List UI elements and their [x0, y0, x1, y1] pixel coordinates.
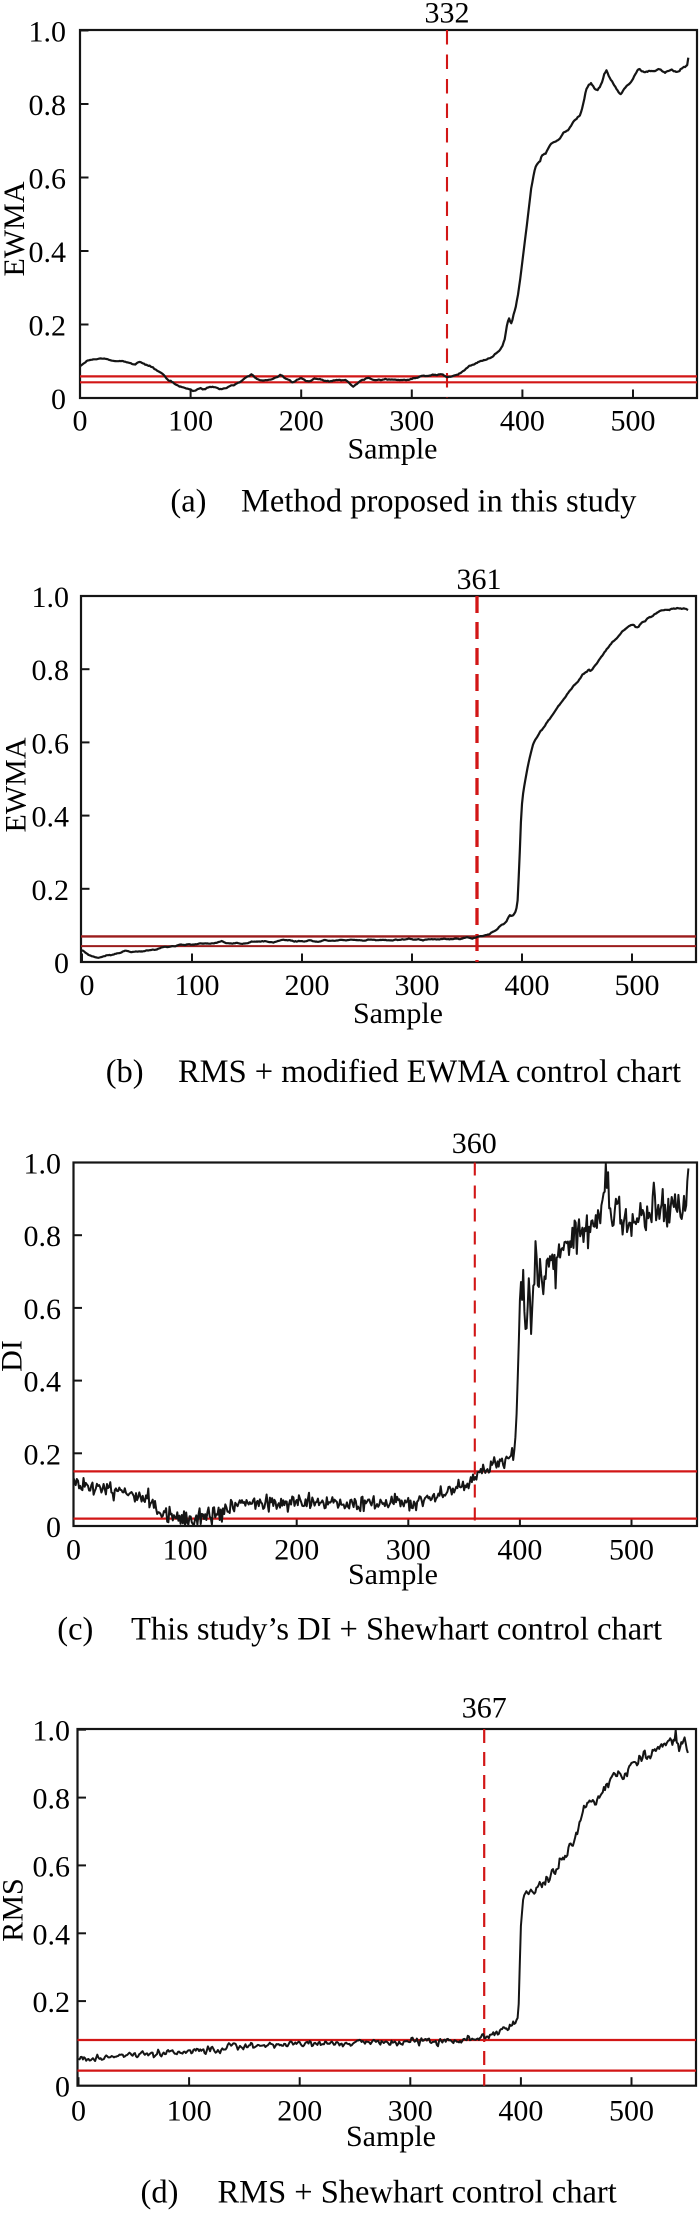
svg-text:500: 500	[609, 2095, 654, 2128]
svg-text:332: 332	[425, 0, 470, 30]
svg-text:367: 367	[462, 1692, 507, 1725]
svg-text:RMS + modified EWMA control ch: RMS + modified EWMA control chart	[178, 1054, 681, 1090]
svg-text:0.8: 0.8	[24, 1220, 62, 1253]
svg-text:400: 400	[505, 969, 550, 1002]
svg-text:300: 300	[389, 405, 434, 438]
svg-text:100: 100	[163, 1534, 208, 1567]
svg-text:200: 200	[279, 405, 324, 438]
svg-text:Sample: Sample	[353, 997, 443, 1030]
svg-text:0: 0	[51, 383, 66, 416]
svg-text:0.4: 0.4	[32, 801, 70, 834]
svg-text:0: 0	[46, 1511, 61, 1544]
svg-text:EWMA: EWMA	[0, 181, 31, 276]
svg-text:0.2: 0.2	[29, 310, 67, 343]
svg-text:200: 200	[277, 2095, 322, 2128]
svg-text:361: 361	[457, 563, 502, 596]
svg-text:Sample: Sample	[346, 2120, 436, 2153]
svg-text:300: 300	[388, 2095, 433, 2128]
svg-text:DI: DI	[0, 1340, 29, 1372]
svg-text:0.2: 0.2	[24, 1438, 62, 1471]
svg-text:EWMA: EWMA	[0, 737, 33, 832]
svg-text:RMS + Shewhart control chart: RMS + Shewhart control chart	[218, 2175, 617, 2211]
svg-text:1.0: 1.0	[29, 16, 67, 49]
svg-text:(b): (b)	[106, 1054, 144, 1090]
svg-text:1.0: 1.0	[32, 581, 70, 614]
svg-text:500: 500	[615, 969, 660, 1002]
svg-text:400: 400	[498, 2095, 543, 2128]
svg-text:500: 500	[611, 405, 656, 438]
svg-text:100: 100	[168, 405, 213, 438]
svg-text:1.0: 1.0	[33, 1715, 71, 1748]
svg-text:(a): (a)	[170, 484, 206, 520]
svg-text:200: 200	[274, 1534, 319, 1567]
svg-text:Method proposed in this study: Method proposed in this study	[241, 484, 637, 520]
svg-text:360: 360	[452, 1127, 497, 1160]
svg-text:400: 400	[497, 1534, 542, 1567]
svg-text:0.6: 0.6	[32, 727, 70, 760]
svg-text:300: 300	[395, 969, 440, 1002]
svg-text:300: 300	[386, 1534, 431, 1567]
svg-text:0.2: 0.2	[33, 1986, 71, 2019]
svg-text:0.4: 0.4	[24, 1366, 62, 1399]
svg-text:100: 100	[167, 2095, 212, 2128]
svg-text:(d): (d)	[141, 2175, 179, 2211]
svg-text:0.8: 0.8	[32, 654, 70, 687]
svg-text:0.8: 0.8	[29, 89, 67, 122]
svg-text:0: 0	[55, 2071, 70, 2104]
svg-text:This study’s DI + Shewhart con: This study’s DI + Shewhart control chart	[131, 1612, 662, 1648]
svg-text:0.8: 0.8	[33, 1783, 71, 1816]
svg-text:(c): (c)	[57, 1612, 93, 1648]
svg-text:1.0: 1.0	[24, 1148, 62, 1181]
svg-text:0: 0	[66, 1534, 81, 1567]
svg-text:0.6: 0.6	[24, 1293, 62, 1326]
svg-text:0.6: 0.6	[33, 1850, 71, 1883]
svg-text:0.4: 0.4	[29, 236, 67, 269]
svg-text:RMS: RMS	[0, 1878, 30, 1941]
svg-text:0.6: 0.6	[29, 163, 67, 196]
svg-text:0: 0	[73, 405, 88, 438]
svg-text:400: 400	[500, 405, 545, 438]
svg-text:200: 200	[285, 969, 330, 1002]
svg-text:Sample: Sample	[348, 1558, 438, 1591]
svg-text:Sample: Sample	[348, 433, 438, 466]
svg-text:100: 100	[175, 969, 220, 1002]
svg-text:0.4: 0.4	[33, 1918, 71, 1951]
svg-text:0: 0	[71, 2095, 86, 2128]
svg-text:500: 500	[609, 1534, 654, 1567]
svg-text:0.2: 0.2	[32, 874, 70, 907]
svg-text:0: 0	[54, 947, 69, 980]
svg-text:0: 0	[80, 969, 95, 1002]
